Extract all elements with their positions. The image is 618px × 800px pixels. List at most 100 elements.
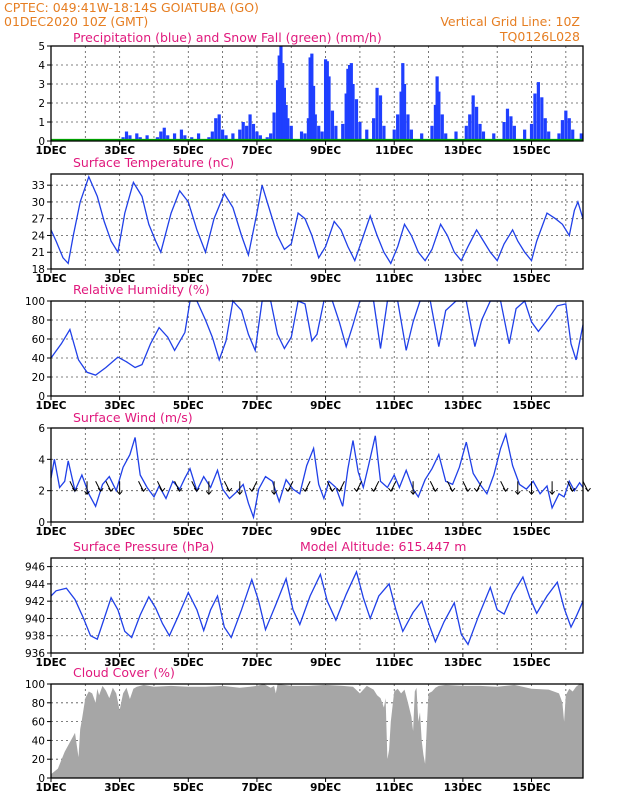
y-tick-label: 80	[32, 315, 45, 327]
y-tick-label: 0	[38, 391, 45, 403]
x-tick-label: 15DEC	[512, 273, 551, 285]
precip-bar	[523, 129, 527, 141]
precip-bar	[409, 129, 413, 141]
precip-frame	[50, 45, 584, 142]
wind-panel: Surface Wind (m/s) 0 2 4 6 1DEC 3DEC 5DEC 7DEC 9D…	[36, 410, 591, 538]
y-tick-label: 0	[38, 136, 45, 148]
y-tick-label: 20	[32, 754, 45, 766]
y-tick-label: 938	[25, 631, 45, 643]
cloud-panel: Cloud Cover (%) 0 20 40 60 80 100 1DEC 3DEC 5DEC 7…	[25, 665, 584, 794]
model-altitude-label: Model Altitude: 615.447 m	[300, 539, 466, 554]
cloud-cover-area	[51, 684, 583, 778]
precip-bar	[540, 97, 544, 141]
precip-bar	[310, 53, 314, 141]
precip-bar	[238, 129, 242, 141]
precip-bar	[196, 133, 201, 141]
precip-bar	[547, 131, 551, 141]
y-tick-label: 4	[38, 60, 45, 72]
x-tick-label: 3DEC	[104, 273, 135, 285]
precip-bar	[306, 118, 311, 141]
x-tick-label: 5DEC	[173, 145, 204, 157]
precip-bar	[303, 133, 307, 141]
pressure-line	[50, 569, 584, 646]
x-tick-label: 5DEC	[173, 526, 204, 538]
x-tick-label: 3DEC	[104, 657, 135, 669]
precip-bar	[172, 133, 177, 141]
precip-bar	[536, 82, 540, 141]
precip-bar	[179, 129, 184, 141]
precip-bar	[378, 95, 383, 141]
y-tick-label: 33	[32, 180, 45, 192]
precip-bar	[348, 65, 352, 141]
x-tick-label: 7DEC	[241, 782, 272, 794]
precip-bar	[492, 133, 496, 141]
y-tick-label: 940	[25, 613, 45, 625]
panels: Precipitation (blue) and Snow Fall (gree…	[25, 30, 591, 794]
precip-bar	[313, 114, 317, 141]
precip-bar	[420, 133, 424, 141]
precip-bar	[231, 133, 235, 141]
x-tick-label: 7DEC	[241, 273, 272, 285]
precip-bar	[349, 63, 353, 141]
wind-arrow-head	[159, 487, 166, 493]
model-code: TQ0126L028	[499, 29, 580, 44]
x-tick-label: 5DEC	[173, 782, 204, 794]
y-tick-label: 936	[25, 648, 45, 660]
y-tick-label: 2	[38, 98, 45, 110]
precip-bar	[320, 131, 324, 141]
precip-bar	[325, 61, 329, 142]
run-date: 01DEC2020 10Z (GMT)	[4, 14, 148, 29]
precip-bar	[210, 131, 214, 141]
wind-arrow-head	[72, 487, 78, 493]
precip-bar	[334, 125, 338, 141]
x-tick-label: 9DEC	[310, 782, 341, 794]
precip-bar	[509, 116, 513, 141]
precip-bar	[308, 57, 312, 141]
precip-bar	[444, 133, 448, 141]
precip-bar	[529, 123, 534, 141]
precip-bar	[437, 91, 441, 141]
x-tick-label: 7DEC	[241, 145, 272, 157]
y-tick-label: 0	[38, 517, 45, 529]
temperature-line	[50, 175, 584, 265]
precip-bar	[579, 133, 583, 141]
x-tick-label: 15DEC	[512, 400, 551, 412]
precip-bar	[299, 131, 304, 141]
precip-bar	[166, 135, 170, 141]
precip-bar	[433, 104, 438, 141]
x-tick-label: 11DEC	[375, 273, 414, 285]
y-tick-label: 5	[38, 41, 45, 53]
y-tick-label: 60	[32, 334, 45, 346]
y-tick-label: 30	[32, 197, 45, 209]
x-tick-label: 5DEC	[173, 273, 204, 285]
precip-bar	[557, 133, 561, 141]
precip-bar	[351, 84, 355, 141]
precip-bar	[454, 131, 458, 141]
precip-bar	[401, 63, 405, 141]
wind-arrow-head	[528, 490, 535, 496]
precip-bar	[162, 127, 166, 141]
x-tick-label: 9DEC	[310, 400, 341, 412]
wind-arrow-head	[271, 490, 277, 496]
wind-arrow-head	[140, 487, 147, 493]
precip-bar	[346, 68, 350, 141]
y-tick-label: 24	[32, 230, 46, 242]
precip-bar	[279, 46, 283, 141]
x-tick-label: 1DEC	[36, 657, 67, 669]
cloud-title: Cloud Cover (%)	[73, 665, 175, 680]
x-tick-label: 1DEC	[36, 526, 67, 538]
temperature-frame	[50, 173, 584, 270]
precip-bar	[241, 122, 245, 141]
precip-bar	[567, 118, 571, 141]
wind-arrow-head	[285, 487, 291, 493]
precip-bar	[464, 125, 468, 141]
precip-bar	[475, 106, 479, 141]
precip-bar	[392, 129, 396, 141]
humidity-title: Relative Humidity (%)	[73, 282, 210, 297]
wind-arrow-head	[585, 487, 591, 493]
x-tick-label: 15DEC	[512, 526, 551, 538]
x-tick-label: 11DEC	[375, 400, 414, 412]
precip-bar	[406, 114, 410, 141]
x-tick-label: 13DEC	[444, 526, 483, 538]
